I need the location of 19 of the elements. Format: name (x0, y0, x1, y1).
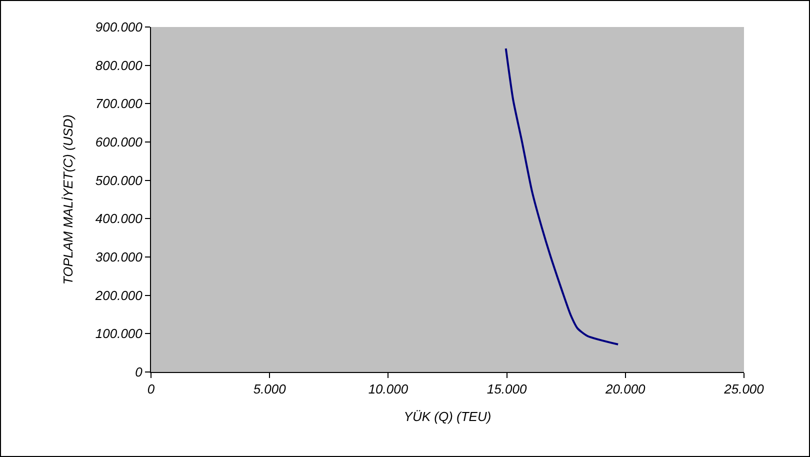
y-tick-label: 600.000 (95, 134, 144, 150)
y-tick-label: 0 (135, 364, 144, 380)
x-tick-label: 10.000 (368, 382, 409, 397)
x-tick-label: 15.000 (486, 382, 528, 397)
y-tick-label: 200.000 (94, 288, 144, 303)
y-tick-label: 400.000 (95, 211, 144, 226)
y-tick-label: 700.000 (95, 96, 144, 112)
x-tick-label: 0 (147, 382, 156, 397)
y-tick-label: 900.000 (95, 20, 144, 35)
line-series (504, 47, 620, 346)
y-tick-label: 500.000 (95, 172, 144, 188)
x-tick-label: 20.000 (604, 382, 646, 397)
y-tick-label: 300.000 (95, 250, 144, 265)
x-tick-label: 25.000 (723, 382, 765, 397)
x-axis-title: YÜK (Q) (TEU) (404, 409, 492, 424)
y-axis-title: TOPLAM MALİYET(C) (USD) (60, 114, 76, 285)
y-tick-label: 100.000 (95, 326, 144, 342)
y-tick-label: 800.000 (95, 58, 144, 73)
x-tick-label: 5.000 (253, 382, 287, 397)
